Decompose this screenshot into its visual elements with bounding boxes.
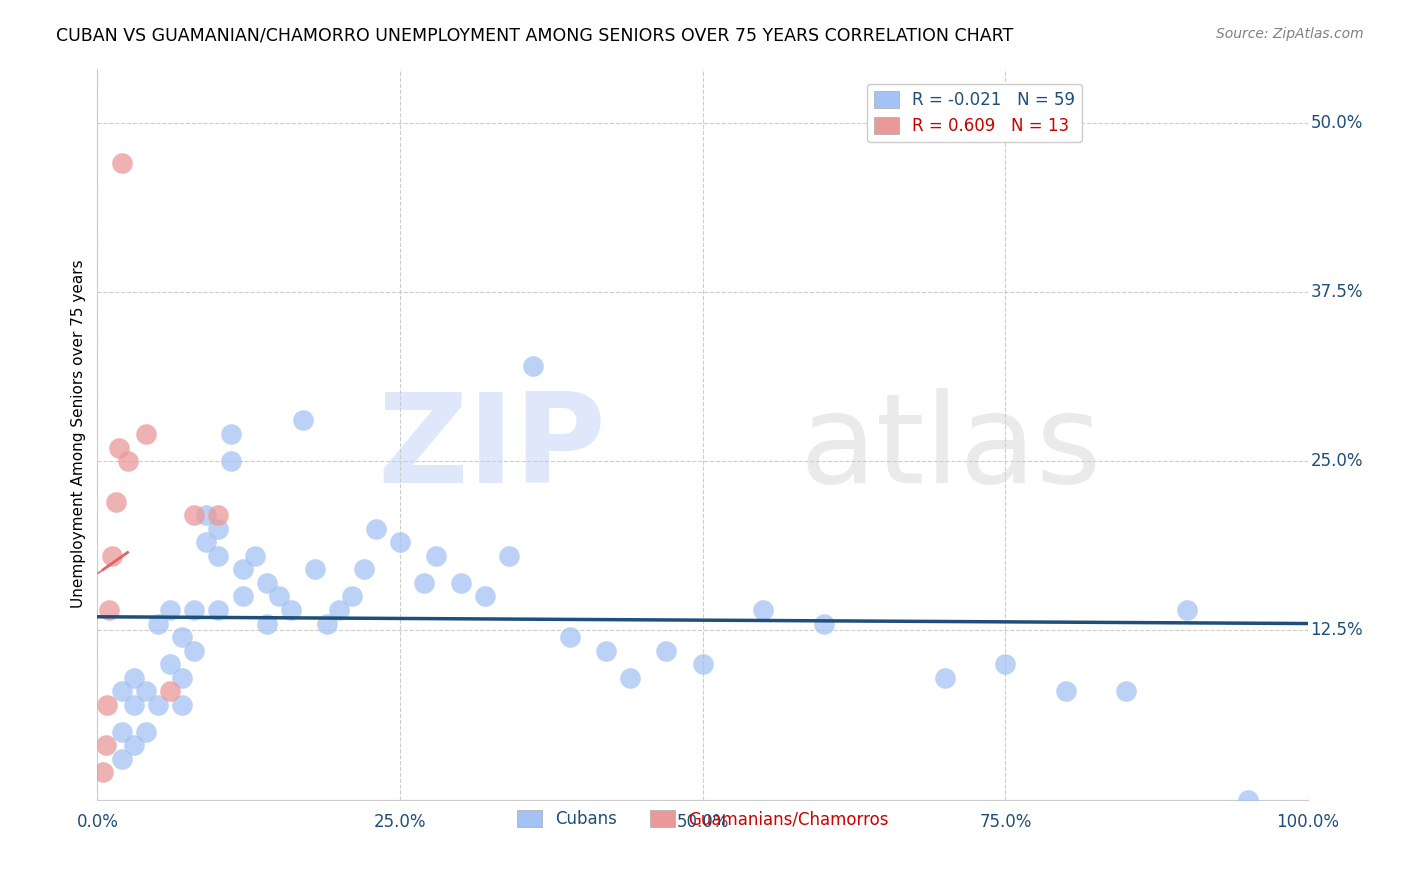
Point [280, 603, 302, 617]
Point [94, 739, 117, 753]
Point [122, 671, 145, 685]
Point [934, 671, 956, 685]
Point [108, 441, 131, 455]
Point [558, 630, 581, 644]
Point [1175, 603, 1198, 617]
Point [389, 535, 412, 549]
Point [207, 549, 229, 563]
Point [146, 698, 169, 712]
Point [104, 494, 127, 508]
Point [256, 576, 278, 591]
Legend: Cubans, Guamanians/Chamorros: Cubans, Guamanians/Chamorros [510, 804, 896, 835]
Point [619, 671, 641, 685]
Point [101, 549, 124, 563]
Point [292, 413, 315, 427]
Text: 75.0%: 75.0% [979, 813, 1032, 830]
Point [232, 562, 254, 576]
Point [159, 603, 181, 617]
Point [304, 562, 326, 576]
Point [655, 643, 678, 657]
Point [207, 508, 229, 523]
Text: 37.5%: 37.5% [1310, 283, 1362, 301]
Text: 0.0%: 0.0% [76, 813, 118, 830]
Text: 100.0%: 100.0% [1277, 813, 1340, 830]
Point [340, 590, 363, 604]
Point [413, 576, 436, 591]
Point [110, 724, 132, 739]
Point [135, 684, 157, 698]
Text: 50.0%: 50.0% [1310, 113, 1362, 132]
Point [183, 508, 205, 523]
Point [474, 590, 496, 604]
Point [425, 549, 447, 563]
Point [232, 590, 254, 604]
Text: ZIP: ZIP [377, 388, 606, 509]
Point [364, 522, 387, 536]
Point [93, 765, 115, 780]
Point [195, 508, 218, 523]
Point [873, 116, 896, 130]
Text: 12.5%: 12.5% [1310, 622, 1364, 640]
Point [172, 671, 194, 685]
Point [135, 427, 157, 442]
Point [1054, 684, 1077, 698]
Point [110, 752, 132, 766]
Point [353, 562, 375, 576]
Point [994, 657, 1017, 672]
Point [122, 739, 145, 753]
Point [96, 698, 118, 712]
Point [219, 454, 242, 468]
Text: 25.0%: 25.0% [374, 813, 426, 830]
Point [207, 603, 229, 617]
Point [117, 454, 139, 468]
Point [595, 643, 617, 657]
Text: 50.0%: 50.0% [676, 813, 728, 830]
Point [159, 657, 181, 672]
Point [98, 603, 121, 617]
Point [207, 522, 229, 536]
Text: CUBAN VS GUAMANIAN/CHAMORRO UNEMPLOYMENT AMONG SENIORS OVER 75 YEARS CORRELATION: CUBAN VS GUAMANIAN/CHAMORRO UNEMPLOYMENT… [56, 27, 1014, 45]
Point [813, 616, 835, 631]
Y-axis label: Unemployment Among Seniors over 75 years: Unemployment Among Seniors over 75 years [72, 260, 86, 608]
Point [146, 616, 169, 631]
Point [195, 535, 218, 549]
Point [692, 657, 714, 672]
Point [267, 590, 290, 604]
Point [135, 724, 157, 739]
Point [752, 603, 775, 617]
Point [316, 616, 339, 631]
Point [1115, 684, 1137, 698]
Point [183, 603, 205, 617]
Point [1236, 792, 1258, 806]
Point [172, 698, 194, 712]
Point [243, 549, 266, 563]
Point [450, 576, 472, 591]
Point [183, 643, 205, 657]
Text: 25.0%: 25.0% [1310, 452, 1362, 470]
Point [159, 684, 181, 698]
Point [110, 684, 132, 698]
Point [219, 427, 242, 442]
Point [172, 630, 194, 644]
Point [110, 156, 132, 170]
Point [522, 359, 544, 374]
Point [122, 698, 145, 712]
Point [256, 616, 278, 631]
Text: Source: ZipAtlas.com: Source: ZipAtlas.com [1216, 27, 1364, 41]
Text: atlas: atlas [800, 388, 1102, 509]
Point [328, 603, 350, 617]
Point [498, 549, 520, 563]
